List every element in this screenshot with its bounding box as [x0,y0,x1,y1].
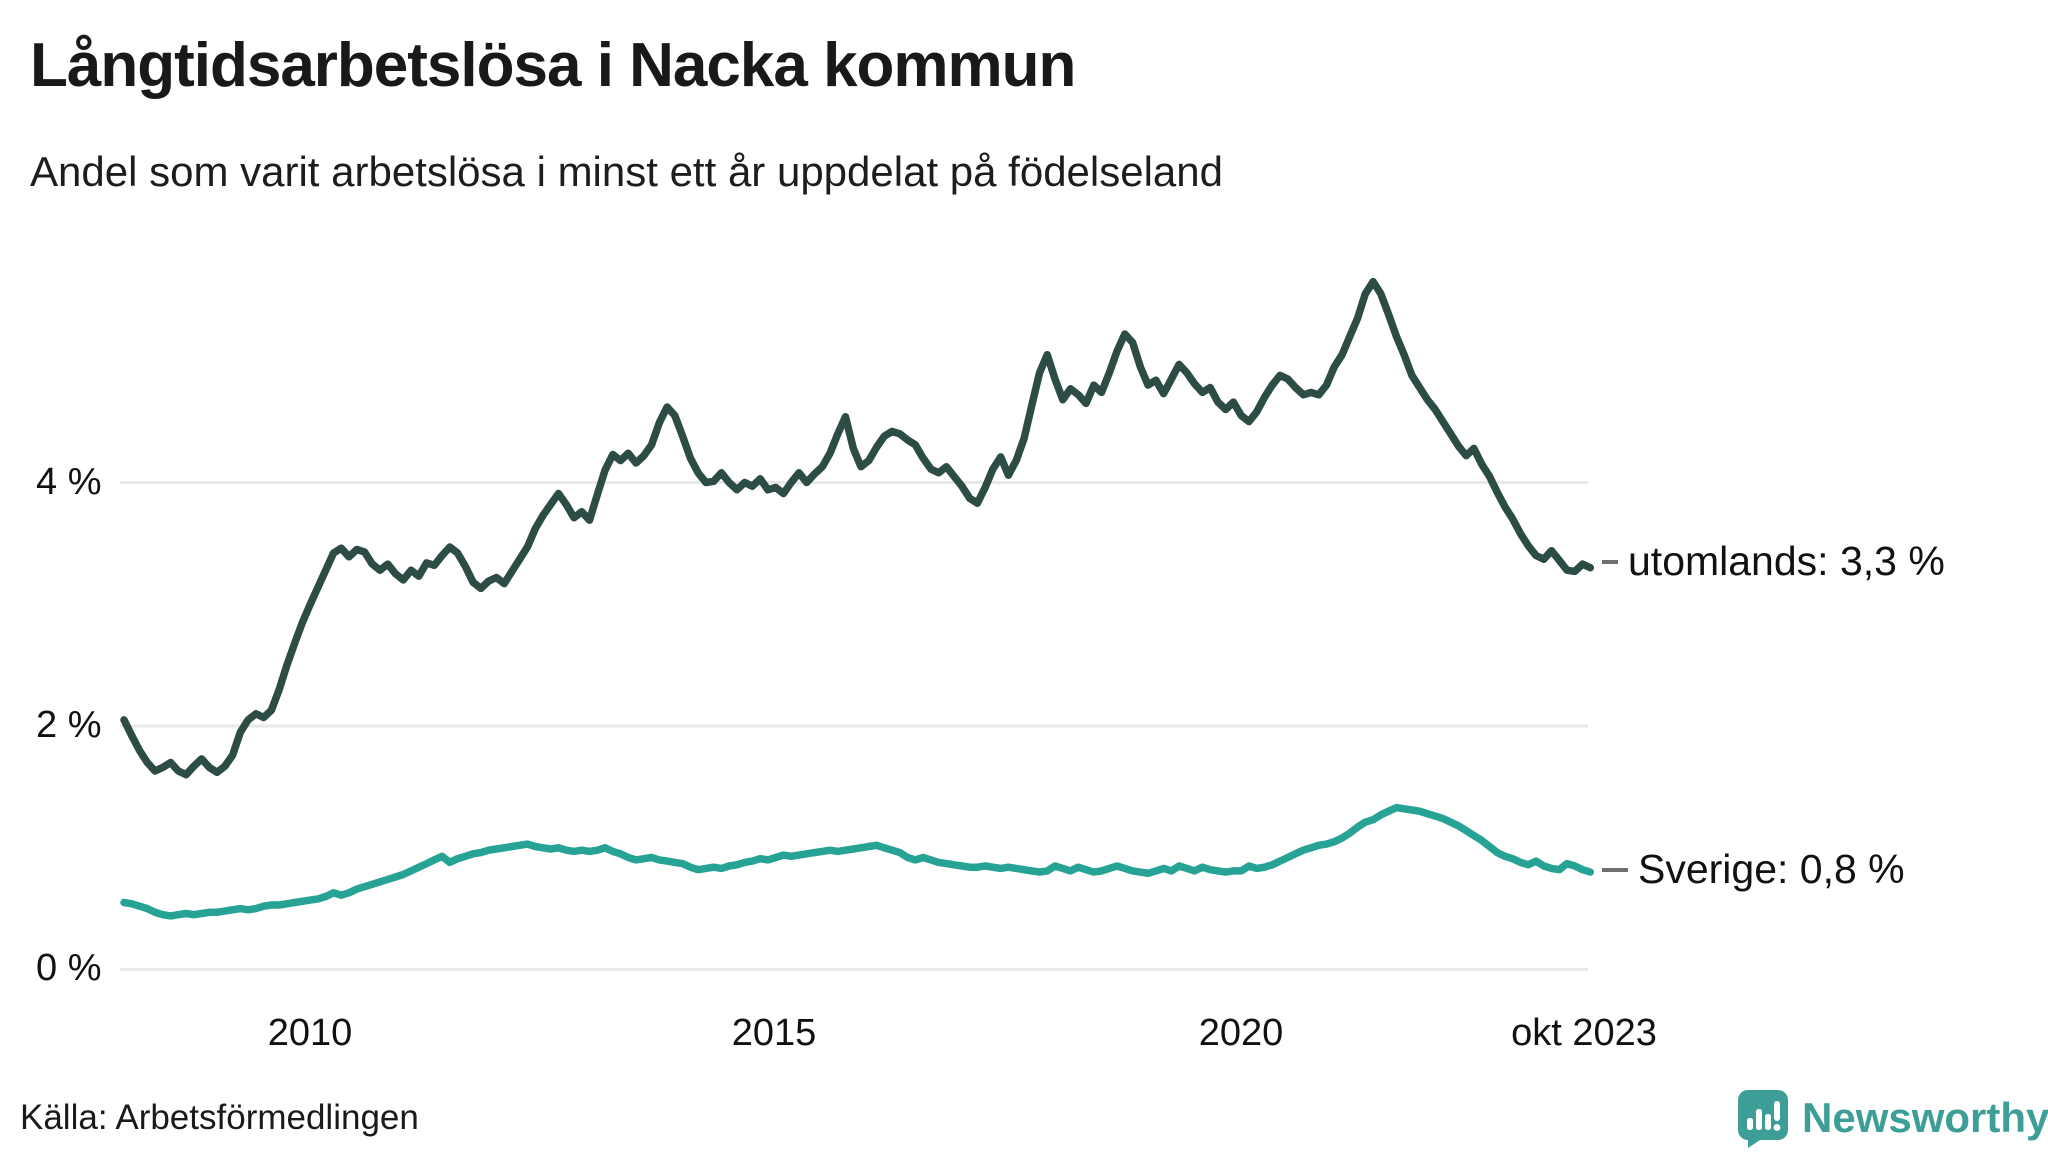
sverige-line [120,803,1595,920]
newsworthy-logo: Newsworthy [1736,1088,2048,1148]
series-label-sverige-text: Sverige: 0,8 % [1638,846,1905,892]
x-axis-tick-2020: 2020 [1198,1012,1284,1054]
x-axis-tick-2010: 2010 [267,1012,353,1054]
page-subtitle: Andel som varit arbetslösa i minst ett å… [30,148,1224,195]
newsworthy-bubble-icon [1738,1090,1788,1148]
x-axis-tick-2015: 2015 [731,1012,817,1054]
page-title: Långtidsarbetslösa i Nacka kommun [30,31,1076,100]
leader-dash-icon [1602,867,1628,872]
source-note: Källa: Arbetsförmedlingen [20,1098,419,1137]
newsworthy-logo-text: Newsworthy [1802,1094,2048,1141]
series-label-sverige: Sverige: 0,8 % [1602,846,1905,893]
y-axis-tick-2: 2 % [36,704,102,746]
series-label-utomlands-text: utomlands: 3,3 % [1628,538,1945,584]
utomlands-line [120,277,1595,779]
series-label-utomlands: utomlands: 3,3 % [1602,538,1945,585]
leader-dash-icon [1602,559,1618,564]
y-axis-tick-0: 0 % [36,947,102,989]
y-axis-tick-4: 4 % [36,461,102,503]
x-axis-tick-okt-2023: okt 2023 [1511,1012,1657,1054]
